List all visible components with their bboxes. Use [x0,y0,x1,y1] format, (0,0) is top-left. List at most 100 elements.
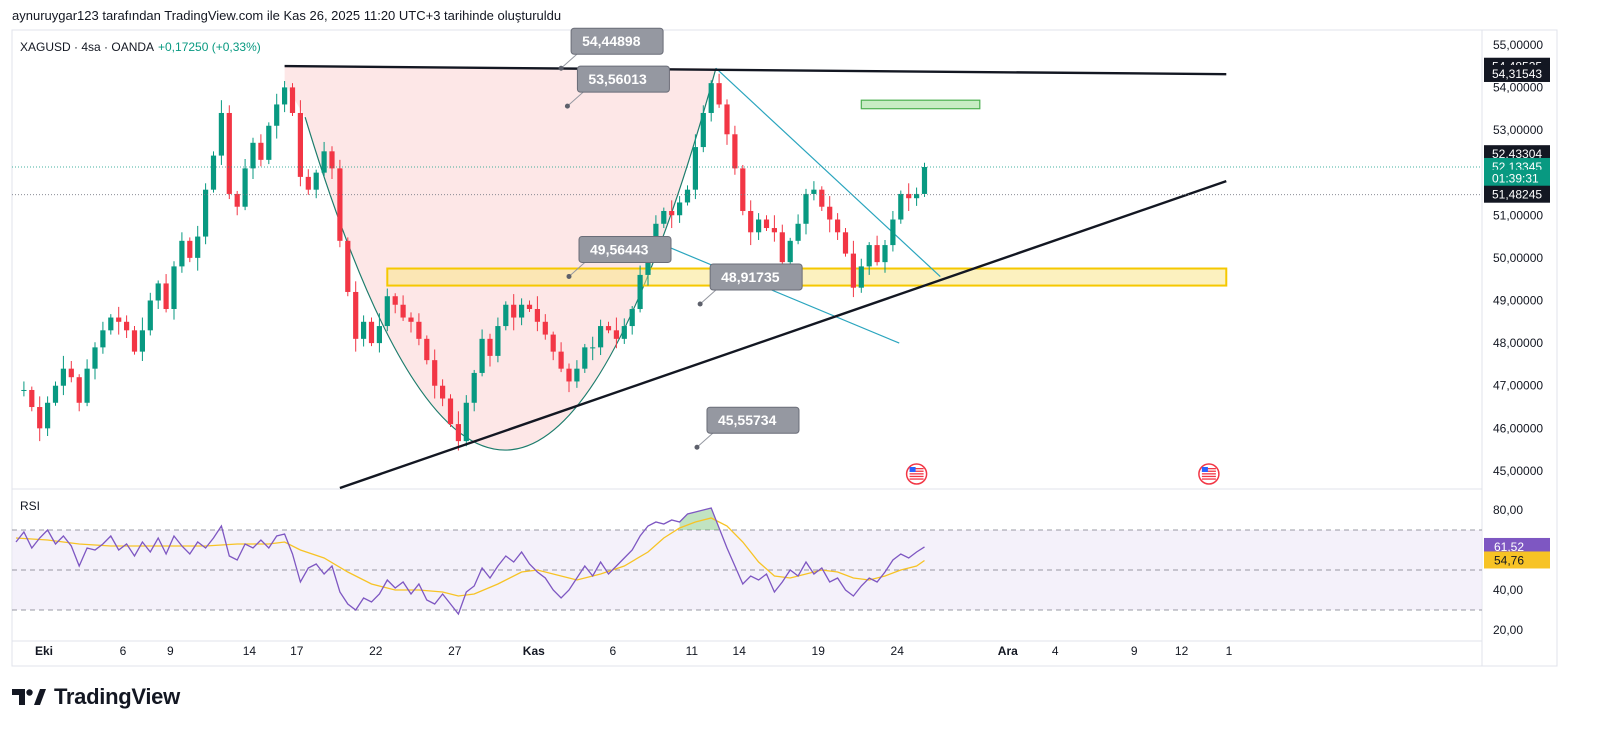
candle-body [629,309,635,327]
candle [487,333,493,367]
candle-body [835,219,841,233]
candle-body [574,368,580,382]
candle-body [313,172,319,190]
time-axis-tick: 11 [686,644,699,658]
flag-stripe [1201,478,1216,480]
us-flag-icon [905,463,928,485]
chart-header: aynuruygar123 tarafından TradingView.com… [12,8,562,23]
candle [258,134,264,167]
candle [424,335,430,365]
candle-body [550,334,556,352]
candle-body [203,189,209,237]
flag-stripe [1201,468,1216,470]
candle [605,321,612,334]
candle-body [621,326,627,339]
candle [613,317,619,349]
candle [495,317,501,363]
candle [242,158,248,211]
flag-stripe [1201,470,1216,472]
candle-body [195,236,201,258]
callout-label: 49,56443 [590,241,649,257]
time-axis-tick: Kas [523,644,545,658]
candle [313,169,319,199]
candle [511,294,517,331]
symbol-legend: XAGUSD · 4sa · OANDA [20,40,154,54]
candle [408,312,414,333]
candle [155,280,161,310]
callout-label: 48,91735 [721,269,780,285]
candle-body [432,360,438,386]
candle [147,292,153,336]
candle-body [613,330,619,339]
callout-label: 53,56013 [588,71,647,87]
candle [858,258,864,293]
candle-body [882,245,888,263]
candle-body [108,317,114,331]
rsi-axis-tick: 40,00 [1493,583,1523,597]
candle-body [234,193,240,207]
time-axis-tick: 22 [369,644,383,658]
time-axis-tick: 14 [243,644,257,658]
candle [921,162,928,197]
candle-body [76,377,82,403]
candle [692,134,698,200]
candle-body [92,347,98,369]
rsi-line [15,507,925,616]
callout-box [706,406,800,434]
price-axis-tick: 54,00000 [1493,80,1543,94]
chart-canvas[interactable]: XAGUSD · 4sa · OANDA +0,17250 (+0,33%) 55,… [0,0,1600,680]
callout-anchor [694,444,700,450]
candle [740,164,746,216]
candle [629,306,635,335]
flag-stripe [909,473,924,475]
candle [218,100,224,165]
candle-body [147,300,153,331]
candle-body [163,283,169,310]
candle-body [779,232,785,263]
price-axis-tick: 48,00000 [1493,336,1543,350]
candle [226,105,232,200]
time-axis-tick: 14 [733,644,747,658]
candle [906,183,912,211]
flag-stripe [1201,473,1216,475]
flag-stripe [909,478,924,480]
candle-body [850,253,856,288]
price-label-box [1484,169,1550,187]
candle-body [37,407,43,429]
price-axis-tick: 45,00000 [1493,464,1543,478]
tradingview-logo[interactable]: TradingView [12,684,180,710]
candle-body [321,151,327,173]
candle [566,363,572,393]
candle [447,394,454,428]
candle-body [210,155,217,190]
candle [890,210,896,252]
candle [811,181,817,201]
candle-body [139,330,145,352]
candle [329,146,335,180]
resistance-trendline [284,64,1227,76]
candle [440,379,446,407]
callout-pointer [568,260,588,277]
candle [534,296,540,332]
target-zone [860,99,981,110]
candle-body [519,304,525,318]
candle [139,317,145,362]
candle-body [100,330,106,348]
price-label: 51,48245 [1492,188,1542,202]
channel-lower-line [663,244,900,344]
candle [898,190,904,224]
candle-body [408,317,414,322]
time-axis-tick: 9 [167,644,174,658]
candle [76,374,82,412]
time-axis-tick: Eki [35,644,53,658]
candle-body [392,296,398,305]
candle-body [68,368,74,378]
callout-label: 54,44898 [582,33,641,49]
candle-body [329,151,335,169]
candle [748,200,754,246]
candle-body [669,210,675,216]
candle [479,329,485,377]
time-axis-tick: 17 [290,644,304,658]
candle-body [345,240,351,292]
candle [68,361,74,383]
